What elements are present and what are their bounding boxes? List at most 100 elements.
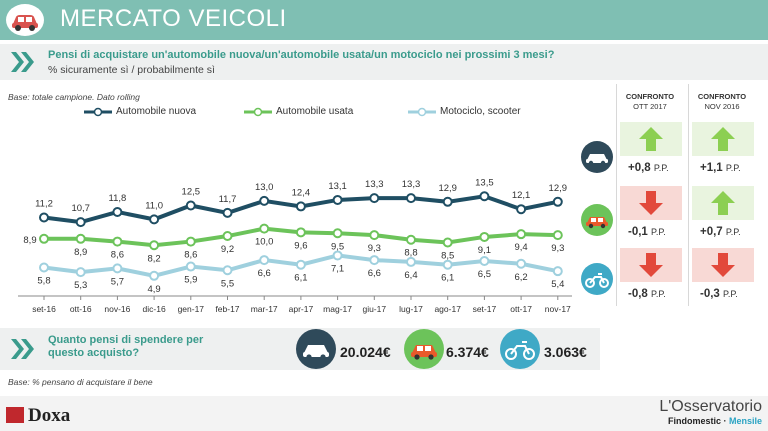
osservatorio-logo: L'Osservatorio Findomestic · Mensile [659, 398, 762, 426]
arrow-down-icon [636, 250, 666, 285]
data-label: 7,1 [331, 263, 344, 274]
x-tick-label: lug-17 [399, 304, 423, 314]
data-point [552, 196, 563, 207]
data-point [332, 228, 343, 239]
data-label: 5,8 [37, 275, 50, 286]
data-label: 5,3 [74, 280, 87, 291]
data-label: 13,5 [475, 177, 494, 188]
data-label: 12,9 [438, 183, 457, 194]
data-label: 11,7 [219, 194, 237, 205]
data-point [369, 230, 380, 241]
arrow-down-icon [636, 188, 666, 223]
question-subtitle: % sicuramente sì / probabilmente sì [48, 64, 215, 76]
page-title: MERCATO VEICOLI [60, 5, 287, 32]
data-label: 11,2 [35, 199, 53, 210]
data-point [222, 231, 233, 242]
car-new-icon [581, 141, 613, 173]
data-label: 9,3 [368, 243, 381, 254]
arrow-up-icon [708, 188, 738, 223]
data-label: 6,4 [404, 270, 417, 281]
car-used-icon [581, 204, 613, 236]
data-point [185, 261, 196, 272]
header-bar: MERCATO VEICOLI [0, 0, 768, 40]
data-label: 12,5 [182, 187, 201, 198]
data-label: 6,6 [368, 268, 381, 279]
compare-header-nov: CONFRONTO NOV 2016 [697, 92, 747, 111]
data-point [112, 206, 123, 217]
x-tick-label: mar-17 [251, 304, 278, 314]
legend-label-moto: Motociclo, scooter [440, 106, 521, 117]
data-label: 8,5 [441, 251, 454, 262]
compare-delta: +0,8 P.P. [628, 162, 669, 174]
data-point [149, 240, 160, 251]
compare-cell [692, 186, 754, 220]
question-text: Pensi di acquistare un'automobile nuova/… [48, 49, 555, 61]
data-label: 5,4 [551, 279, 564, 290]
osservatorio-monthly: Mensile [728, 416, 762, 426]
data-label: 9,5 [331, 241, 344, 252]
data-point [442, 259, 453, 270]
x-tick-label: nov-16 [104, 304, 130, 314]
compare-delta: +1,1 P.P. [700, 162, 741, 174]
data-label: 6,1 [441, 273, 454, 284]
data-point [112, 263, 123, 274]
legend-label-used: Automobile usata [276, 106, 354, 117]
data-point [369, 193, 380, 204]
data-label: 9,2 [221, 244, 234, 255]
data-label: 9,6 [294, 240, 307, 251]
data-point [406, 193, 416, 204]
line-chart: 11,2 10,7 11,8 11,0 12,5 11,7 13,0 12,4 13,1 13,3… [18, 177, 572, 314]
legend-item-new: Automobile nuova [84, 106, 196, 117]
double-chevron-icon [11, 52, 34, 72]
price-used-car: 6.374€ [446, 344, 489, 360]
data-point [222, 207, 233, 218]
x-tick-label: dic-16 [143, 304, 166, 314]
data-label: 8,6 [111, 250, 124, 261]
data-point [149, 270, 160, 281]
data-label: 6,6 [258, 268, 271, 279]
data-label: 8,9 [23, 235, 36, 246]
x-tick-label: set-16 [32, 304, 56, 314]
legend-item-moto: Motociclo, scooter [408, 106, 521, 117]
data-label: 10,0 [255, 237, 274, 248]
data-point [295, 259, 306, 270]
x-tick-label: set-17 [473, 304, 497, 314]
x-tick-label: nov-17 [545, 304, 571, 314]
data-point [39, 262, 49, 273]
data-point [39, 212, 49, 223]
data-label: 13,1 [328, 181, 347, 192]
data-point [442, 237, 453, 248]
data-point [149, 214, 160, 225]
x-tick-label: feb-17 [215, 304, 239, 314]
x-tick-label: ago-17 [434, 304, 461, 314]
data-point [479, 191, 490, 202]
arrow-up-icon [708, 124, 738, 159]
data-label: 8,6 [184, 250, 197, 261]
data-point [222, 265, 233, 276]
compare-cell [692, 122, 754, 156]
car-used-icon [404, 329, 444, 369]
moto-icon [581, 263, 613, 295]
data-point [112, 236, 123, 247]
arrow-down-icon [708, 250, 738, 285]
data-label: 6,1 [294, 273, 307, 284]
doxa-logo-icon [6, 407, 24, 423]
data-label: 5,5 [221, 278, 234, 289]
data-point [75, 217, 86, 228]
legend-label-new: Automobile nuova [116, 106, 197, 117]
data-label: 5,9 [184, 275, 197, 286]
data-point [75, 233, 86, 244]
compare-delta: -0,8 P.P. [628, 288, 666, 300]
data-label: 10,7 [71, 203, 90, 214]
data-point [295, 227, 306, 238]
data-label: 12,9 [549, 183, 568, 194]
data-label: 11,8 [109, 193, 127, 204]
legend-item-used: Automobile usata [244, 106, 353, 117]
data-label: 12,1 [512, 190, 531, 201]
footer-bar [0, 396, 768, 431]
osservatorio-brand: Findomestic [667, 416, 721, 426]
compare-delta: +0,7 P.P. [700, 226, 741, 238]
data-point [479, 256, 490, 266]
price-new-car: 20.024€ [340, 344, 391, 360]
x-tick-label: mag-17 [323, 304, 352, 314]
